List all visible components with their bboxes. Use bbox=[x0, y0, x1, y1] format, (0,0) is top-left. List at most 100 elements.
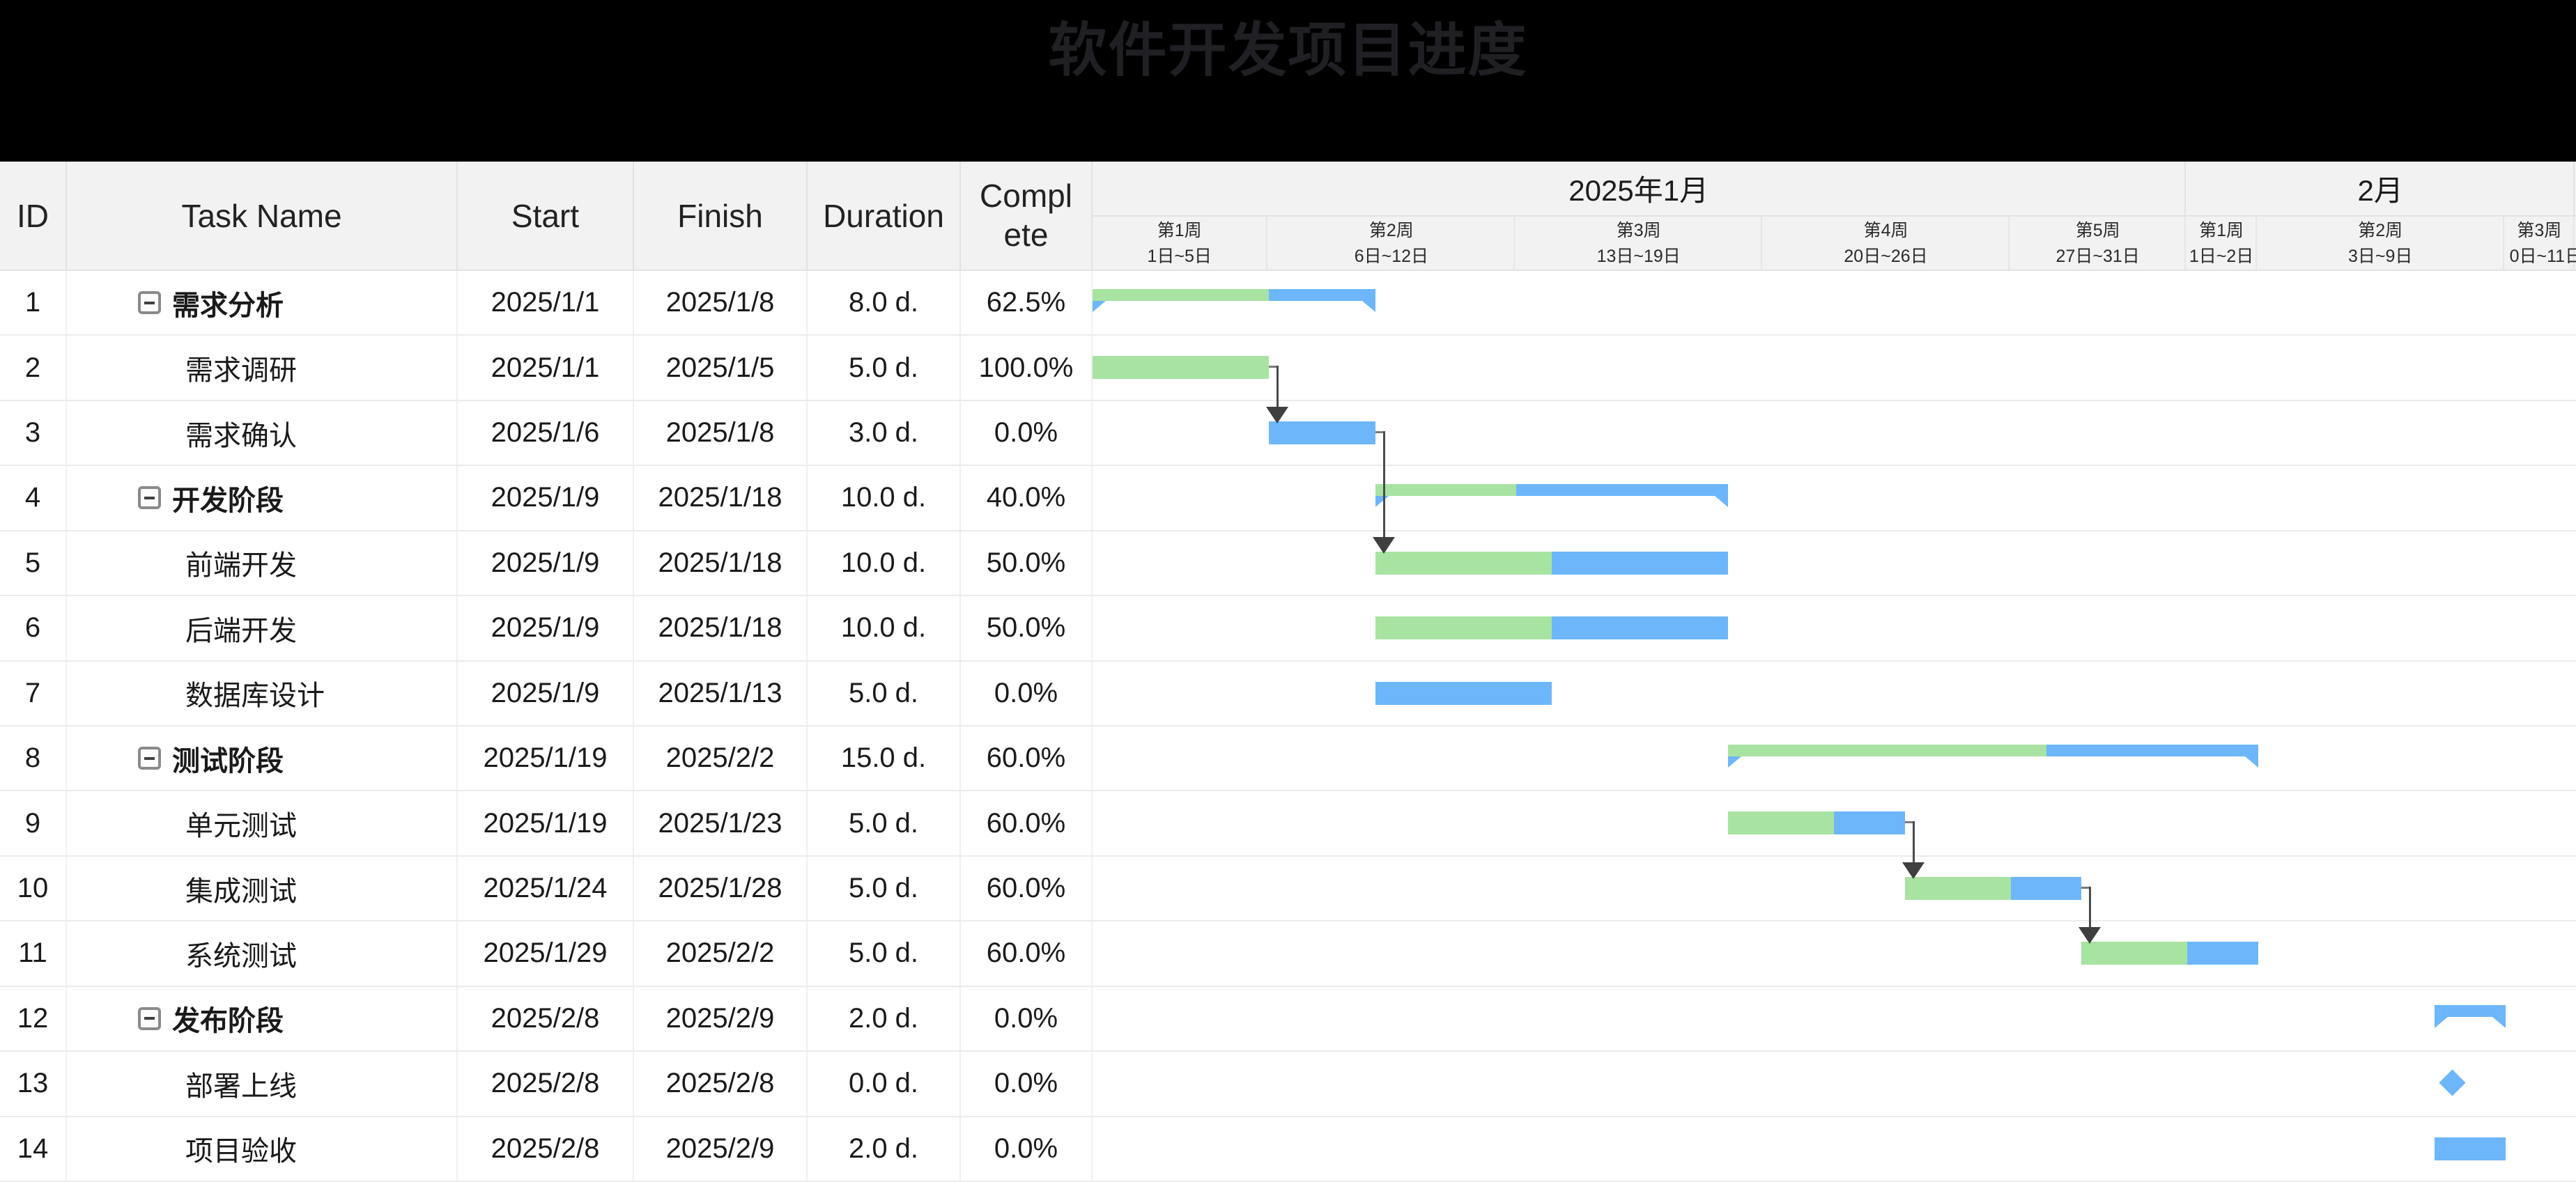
table-row[interactable]: 5 前端开发 2025/1/9 2025/1/18 10.0 d. 50.0% bbox=[0, 531, 2576, 597]
month-header: 2025年1月 bbox=[1093, 162, 2186, 215]
task-name-cell: 开发阶段 bbox=[67, 466, 458, 530]
task-start-cell: 2025/1/6 bbox=[458, 401, 634, 465]
week-header: 第2周 3日~9日 bbox=[2258, 217, 2504, 270]
task-id-cell: 13 bbox=[0, 1052, 67, 1116]
task-complete-cell: 0.0% bbox=[961, 986, 1093, 1051]
task-id-cell: 10 bbox=[0, 856, 67, 921]
task-complete-cell: 0.0% bbox=[961, 401, 1093, 465]
column-header-label: Finish bbox=[677, 197, 763, 234]
column-header-id: ID bbox=[0, 162, 67, 270]
timeline-divider bbox=[1093, 215, 2576, 217]
week-header: 第5周 27日~31日 bbox=[2011, 217, 2186, 270]
task-start-cell: 2025/2/8 bbox=[458, 1052, 634, 1116]
task-name-cell: 系统测试 bbox=[67, 922, 458, 986]
week-header: 第3周 13日~19日 bbox=[1516, 217, 1763, 270]
week-label: 第3周 bbox=[2517, 221, 2562, 240]
task-name-label: 数据库设计 bbox=[185, 681, 325, 712]
column-header-start: Start bbox=[458, 162, 634, 270]
week-header: 第3周 0日~11日 bbox=[2506, 217, 2576, 270]
task-start-cell: 2025/1/9 bbox=[458, 661, 634, 725]
week-label: 第3周 bbox=[1616, 221, 1661, 240]
task-name-label: 需求分析 bbox=[172, 290, 284, 321]
week-date-range: 27日~31日 bbox=[2056, 247, 2140, 266]
column-header-label: Start bbox=[511, 197, 580, 234]
week-date-range: 1日~2日 bbox=[2189, 247, 2254, 266]
task-duration-cell: 5.0 d. bbox=[808, 661, 961, 725]
task-duration-cell: 10.0 d. bbox=[808, 531, 961, 596]
month-label: 2月 bbox=[2357, 174, 2403, 207]
task-complete-cell: 0.0% bbox=[961, 1052, 1093, 1116]
collapse-button[interactable] bbox=[138, 486, 161, 510]
task-name-label: 系统测试 bbox=[185, 940, 297, 972]
task-finish-cell: 2025/2/2 bbox=[634, 726, 808, 791]
month-label: 2025年1月 bbox=[1568, 174, 1709, 207]
task-name-cell: 需求调研 bbox=[67, 336, 458, 400]
task-name-cell: 测试阶段 bbox=[67, 726, 458, 791]
column-header-label: Complete bbox=[980, 178, 1072, 253]
week-header: 第1周 1日~5日 bbox=[1093, 217, 1268, 270]
task-name-cell: 单元测试 bbox=[67, 791, 458, 855]
task-start-cell: 2025/1/29 bbox=[458, 922, 634, 986]
task-complete-cell: 0.0% bbox=[961, 1117, 1093, 1181]
task-id-cell: 6 bbox=[0, 596, 67, 660]
column-header-duration: Duration bbox=[808, 162, 961, 270]
week-label: 第4周 bbox=[1863, 221, 1908, 240]
collapse-button[interactable] bbox=[138, 1006, 161, 1030]
task-complete-cell: 0.0% bbox=[961, 661, 1093, 725]
task-duration-cell: 10.0 d. bbox=[808, 466, 961, 530]
task-id-cell: 5 bbox=[0, 531, 67, 596]
week-date-range: 20日~26日 bbox=[1844, 247, 1928, 266]
task-name-label: 需求确认 bbox=[185, 420, 297, 451]
task-id-cell: 11 bbox=[0, 922, 67, 986]
minus-icon bbox=[144, 301, 155, 304]
task-finish-cell: 2025/1/8 bbox=[634, 401, 808, 465]
table-row[interactable]: 1 需求分析 2025/1/1 2025/1/8 8.0 d. 62.5% bbox=[0, 271, 2576, 336]
table-row[interactable]: 11 系统测试 2025/1/29 2025/2/2 5.0 d. 60.0% bbox=[0, 922, 2576, 987]
week-header: 第2周 6日~12日 bbox=[1269, 217, 1515, 270]
task-name-label: 单元测试 bbox=[185, 811, 297, 842]
task-id-cell: 12 bbox=[0, 986, 67, 1051]
week-date-range: 13日~19日 bbox=[1596, 247, 1681, 266]
task-name-cell: 前端开发 bbox=[67, 531, 458, 596]
table-row[interactable]: 6 后端开发 2025/1/9 2025/1/18 10.0 d. 50.0% bbox=[0, 596, 2576, 662]
table-row[interactable]: 9 单元测试 2025/1/19 2025/1/23 5.0 d. 60.0% bbox=[0, 791, 2576, 857]
collapse-button[interactable] bbox=[138, 291, 161, 315]
task-start-cell: 2025/1/9 bbox=[458, 466, 634, 530]
task-complete-cell: 100.0% bbox=[961, 336, 1093, 400]
table-row[interactable]: 3 需求确认 2025/1/6 2025/1/8 3.0 d. 0.0% bbox=[0, 401, 2576, 467]
collapse-button[interactable] bbox=[138, 747, 161, 770]
task-id-cell: 8 bbox=[0, 726, 67, 791]
table-row[interactable]: 7 数据库设计 2025/1/9 2025/1/13 5.0 d. 0.0% bbox=[0, 661, 2576, 726]
table-row[interactable]: 10 集成测试 2025/1/24 2025/1/28 5.0 d. 60.0% bbox=[0, 856, 2576, 922]
table-row[interactable]: 4 开发阶段 2025/1/9 2025/1/18 10.0 d. 40.0% bbox=[0, 466, 2576, 531]
task-duration-cell: 10.0 d. bbox=[808, 596, 961, 660]
timeline-header: 2025年1月第1周 1日~5日 第2周 6日~12日 第3周 13日~19日 第4周 20日… bbox=[1093, 162, 2576, 271]
table-row[interactable]: 14 项目验收 2025/2/8 2025/2/9 2.0 d. 0.0% bbox=[0, 1117, 2576, 1182]
task-duration-cell: 5.0 d. bbox=[808, 336, 961, 400]
task-complete-cell: 40.0% bbox=[961, 466, 1093, 530]
task-start-cell: 2025/1/9 bbox=[458, 596, 634, 660]
task-finish-cell: 2025/2/9 bbox=[634, 986, 808, 1051]
task-complete-cell: 60.0% bbox=[961, 856, 1093, 921]
column-header-label: Task Name bbox=[181, 197, 342, 234]
task-start-cell: 2025/1/24 bbox=[458, 856, 634, 921]
task-start-cell: 2025/1/9 bbox=[458, 531, 634, 596]
task-duration-cell: 2.0 d. bbox=[808, 1117, 961, 1181]
task-start-cell: 2025/1/1 bbox=[458, 271, 634, 335]
task-complete-cell: 60.0% bbox=[961, 791, 1093, 855]
week-label: 第1周 bbox=[1157, 221, 1202, 240]
column-header-finish: Finish bbox=[634, 162, 808, 270]
task-duration-cell: 5.0 d. bbox=[808, 856, 961, 921]
task-name-label: 发布阶段 bbox=[172, 1006, 284, 1037]
table-row[interactable]: 12 发布阶段 2025/2/8 2025/2/9 2.0 d. 0.0% bbox=[0, 986, 2576, 1052]
task-duration-cell: 5.0 d. bbox=[808, 922, 961, 986]
task-duration-cell: 5.0 d. bbox=[808, 791, 961, 855]
table-row[interactable]: 13 部署上线 2025/2/8 2025/2/8 0.0 d. 0.0% bbox=[0, 1052, 2576, 1117]
task-finish-cell: 2025/2/2 bbox=[634, 922, 808, 986]
column-header-label: Duration bbox=[823, 197, 944, 234]
table-row[interactable]: 2 需求调研 2025/1/1 2025/1/5 5.0 d. 100.0% bbox=[0, 336, 2576, 401]
task-finish-cell: 2025/1/23 bbox=[634, 791, 808, 855]
table-row[interactable]: 8 测试阶段 2025/1/19 2025/2/2 15.0 d. 60.0% bbox=[0, 726, 2576, 792]
week-header: 第4周 20日~26日 bbox=[1764, 217, 2010, 270]
task-finish-cell: 2025/2/8 bbox=[634, 1052, 808, 1116]
